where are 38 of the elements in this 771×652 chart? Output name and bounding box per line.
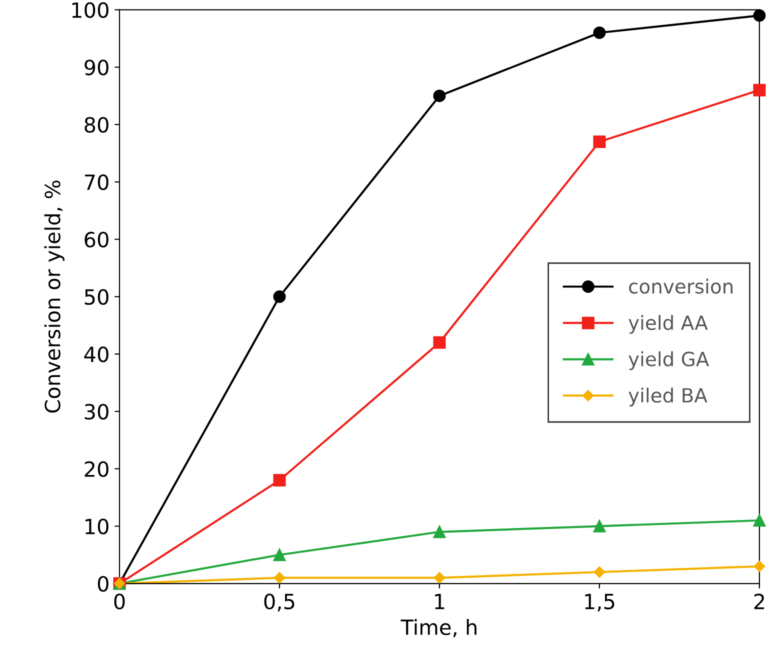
point [753, 84, 766, 96]
y-axis-title: Conversion or yield, % [44, 180, 64, 413]
point [754, 560, 766, 572]
y-tick-label: 90 [84, 60, 108, 76]
point [433, 90, 446, 102]
legend-label: conversion [629, 278, 733, 294]
legend-label: yield GA [628, 351, 710, 370]
x-tick-label: 1,5 [585, 594, 614, 612]
point [273, 548, 286, 562]
point [433, 526, 446, 538]
legend-label: yiled BA [628, 388, 708, 406]
y-tick-label: 50 [84, 289, 108, 305]
x-tick-label: 1 [435, 594, 444, 610]
point [753, 9, 766, 22]
point [593, 26, 606, 39]
point [274, 572, 286, 584]
legend-label: yield AA [628, 314, 708, 334]
y-tick-label: 30 [84, 404, 108, 420]
x-tick-label: 2 [754, 594, 764, 610]
x-tick-label: 0 [114, 594, 125, 610]
x-tick-label: 0,5 [264, 594, 294, 612]
y-tick-label: 0 [98, 576, 108, 592]
point [753, 514, 766, 527]
y-tick-label: 80 [84, 116, 108, 133]
x-axis-title: Time, h [400, 618, 476, 638]
point [593, 520, 606, 532]
y-tick-label: 20 [84, 461, 108, 477]
point [594, 566, 606, 578]
point [593, 135, 606, 148]
y-tick-label: 70 [84, 174, 108, 190]
point [434, 572, 446, 584]
point [273, 290, 286, 303]
y-tick-label: 60 [84, 232, 108, 248]
y-tick-label: 10 [86, 518, 108, 534]
point [273, 474, 286, 487]
point [433, 336, 446, 349]
y-tick-label: 40 [84, 346, 108, 362]
y-tick-label: 100 [72, 2, 108, 18]
